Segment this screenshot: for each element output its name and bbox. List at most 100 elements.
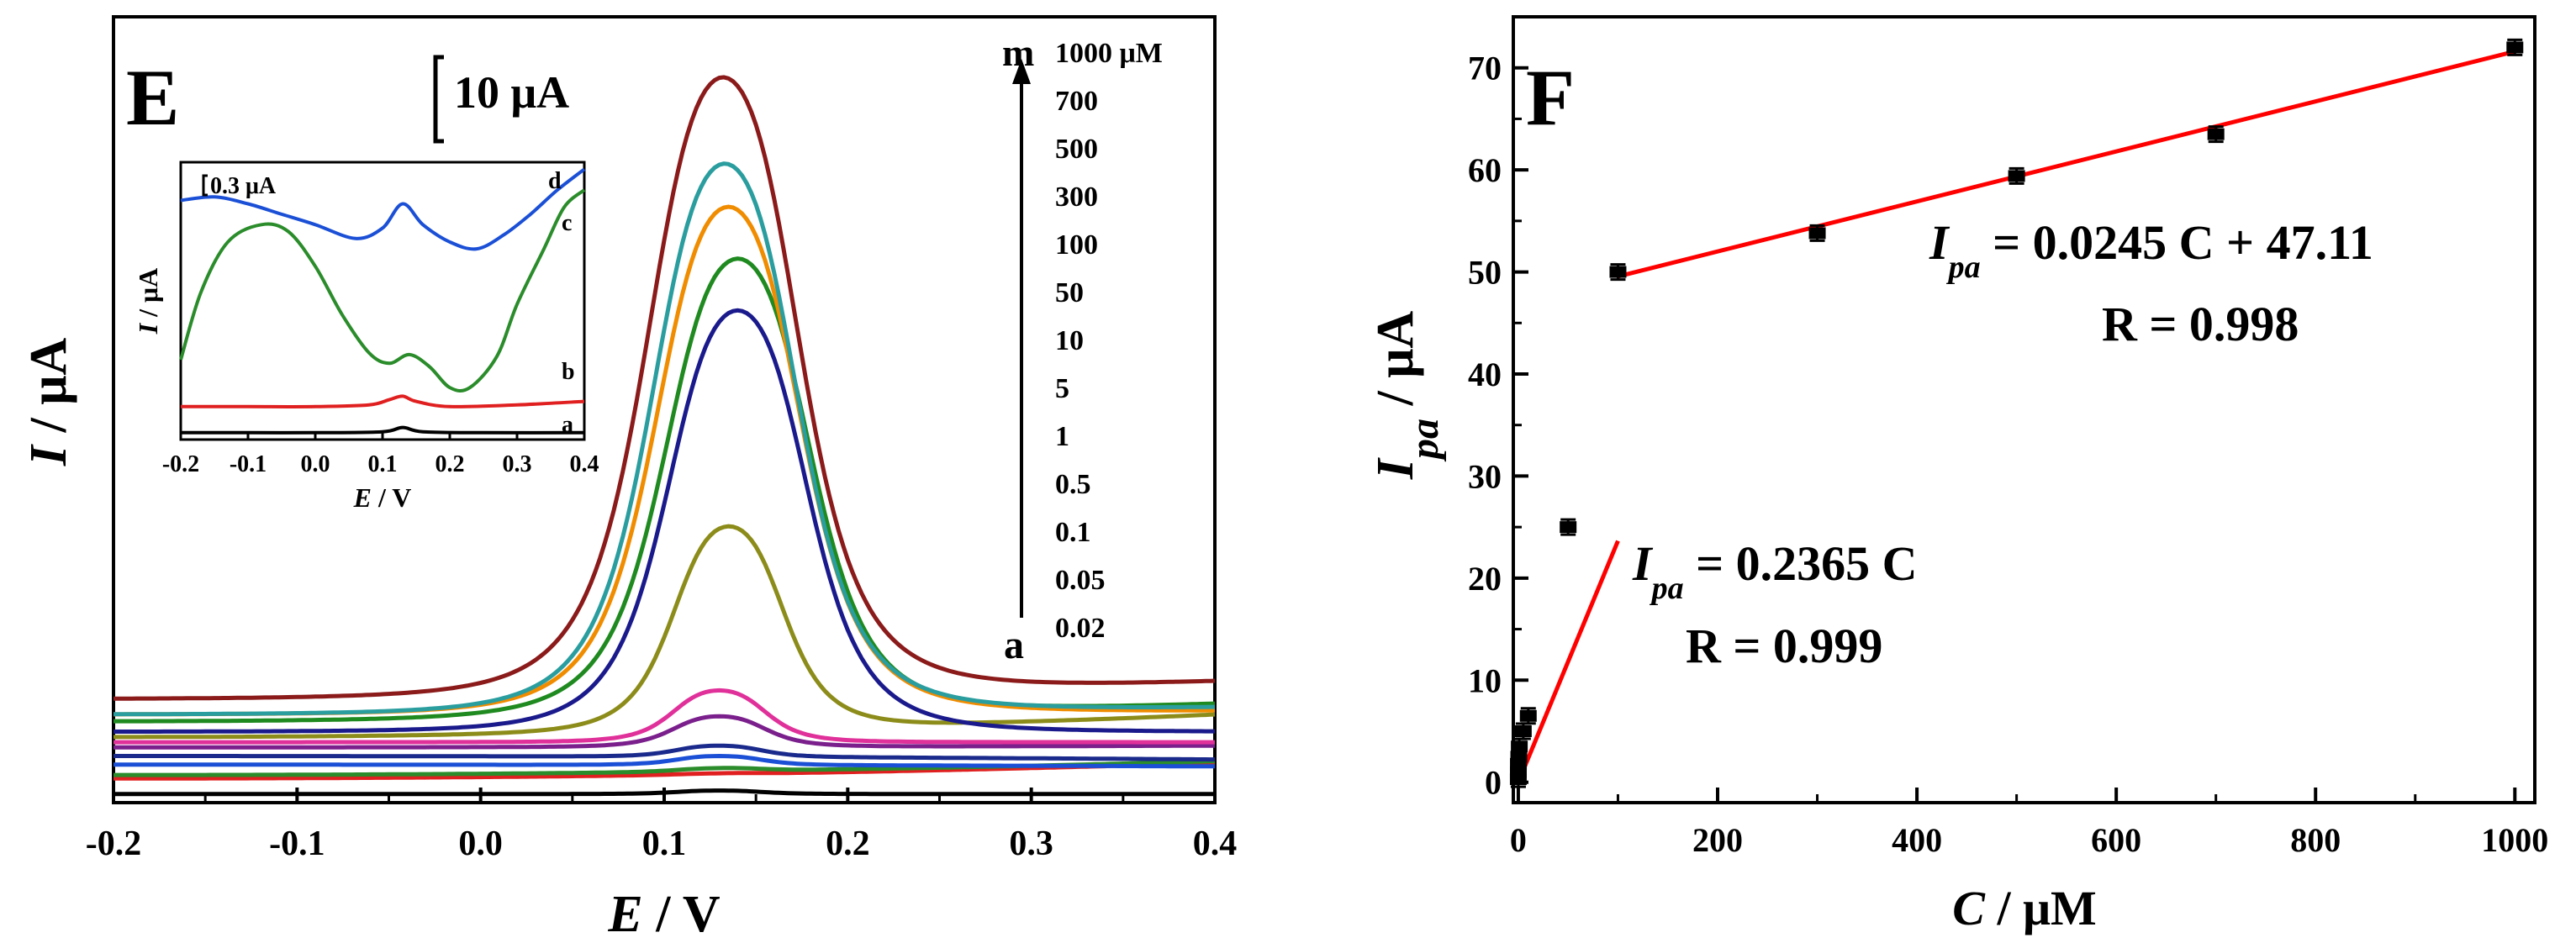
panel-e-scale-bar-label: 10 μA [454,67,569,118]
inset-label-c: c [562,210,572,236]
f-data-point [2506,38,2524,56]
inset-curve-b [181,394,585,408]
e-x-tick-label: 0.0 [458,824,503,863]
f-x-tick-label: 400 [1892,821,1942,859]
e-curve-e [113,743,1215,762]
fit-low-r: R = 0.999 [1686,619,1882,673]
f-data-point [1519,707,1537,725]
inset-x-tick-label: -0.1 [230,451,267,477]
inset-label-a: a [562,412,573,438]
f-y-tick-label: 50 [1468,254,1502,292]
fit-low-equation: Ipa = 0.2365 C [1632,536,1918,606]
inset-curve-d [180,167,586,251]
panel-e-curves [113,75,1216,797]
inset-x-tick-label: 0.3 [503,451,532,477]
inset-x-tick-label: -0.2 [162,451,199,477]
panel-f-ticks: 0 200 400 600 800 1000 0 10 20 30 40 50 60 70 [1468,50,2548,859]
e-concentration-label: 500 [1055,134,1098,165]
f-data-point [1514,722,1532,740]
panel-e-voltammogram: -0.2 -0.1 0.0 0.1 0.2 0.3 0.4 E 10 μA a m 1000… [20,15,1238,943]
e-concentration-label: 700 [1055,86,1098,117]
f-data-point [2207,125,2225,144]
e-concentration-label: 0.5 [1055,469,1091,500]
e-x-tick-label: 0.1 [642,824,687,863]
f-y-tick-label: 20 [1468,560,1502,598]
inset-label-d: d [548,168,562,194]
e-curve-i [113,308,1215,734]
panel-e-scale-bar [433,55,444,144]
panel-e-y-label: I / μA [20,338,77,467]
inset-x-label: E / V [353,482,412,513]
inset-x-ticks: -0.2 -0.1 0.0 0.1 0.2 0.3 0.4 [162,431,599,477]
panel-f-y-label: Ipa / μA [1367,311,1447,481]
inset-curves [179,167,586,435]
f-x-tick-label: 0 [1510,821,1527,859]
panel-f-calibration: 0 200 400 600 800 1000 0 10 20 30 40 50 60 70 F Ipa =… [1367,15,2548,935]
e-x-tick-label: -0.2 [86,824,142,863]
inset-x-tick-label: 0.2 [435,451,465,477]
e-concentration-label: 50 [1055,277,1084,308]
f-data-point [1609,263,1627,282]
f-x-tick-label: 1000 [2481,821,2548,859]
panel-e-arrow-head [1012,59,1031,84]
inset-x-tick-label: 0.0 [301,451,330,477]
inset-x-tick-label: 0.4 [570,451,599,477]
f-x-tick-label: 800 [2290,821,2341,859]
e-curve-f [113,714,1215,750]
panel-e-concentration-list: 1000 μM 700 500 300 100 50 10 5 1 0.5 0.1 0.05 0.02 [1055,38,1163,644]
e-concentration-label: 0.02 [1055,613,1106,644]
e-concentration-label: 1 [1055,421,1069,452]
inset-curve-labels: dc b a [548,168,575,438]
panel-e-arrow-start: a [1004,623,1024,667]
f-data-point [1511,737,1528,756]
inset-x-tick-label: 0.1 [368,451,398,477]
e-curve-b [113,761,1216,781]
e-concentration-label: 0.1 [1055,517,1091,548]
e-curve-g [113,687,1215,745]
inset-scale-bar [202,174,208,197]
panel-e-x-label: E / V [607,886,720,943]
f-data-point [2008,166,2025,185]
e-concentration-label: 5 [1055,373,1069,404]
panel-e-label: E [126,53,179,142]
e-x-tick-label: -0.1 [269,824,325,863]
f-y-tick-label: 40 [1468,356,1502,393]
panel-f-label: F [1526,53,1575,142]
f-x-tick-label: 600 [2091,821,2141,859]
panel-e-x-ticks: -0.2 -0.1 0.0 0.1 0.2 0.3 0.4 [86,788,1238,863]
e-concentration-label: 100 [1055,229,1098,261]
f-y-tick-label: 10 [1468,661,1502,699]
e-x-tick-label: 0.2 [826,824,870,863]
fit-line-low [1516,540,1620,783]
f-y-tick-label: 70 [1468,50,1502,87]
inset-scale-bar-label: 0.3 μA [210,173,277,199]
inset-label-b: b [562,359,575,385]
e-curve-m [113,75,1216,701]
e-concentration-label: 0.05 [1055,565,1106,596]
panel-f-x-label: C / μM [1952,881,2096,935]
fit-high-equation: Ipa = 0.0245 C + 47.11 [1929,215,2373,285]
panel-f-fit-lines [1516,49,2515,783]
inset-curve-a [181,425,585,435]
e-concentration-label: 10 [1055,325,1084,356]
f-data-point [1560,518,1577,536]
e-x-tick-label: 0.4 [1193,824,1238,863]
inset-frame [179,161,586,441]
e-concentration-label: 1000 μM [1055,38,1163,69]
panel-f-plot-frame [1512,15,2536,804]
e-curve-l [113,161,1215,717]
fit-high-r: R = 0.998 [2102,297,2299,351]
panel-e-inset: -0.2 -0.1 0.0 0.1 0.2 0.3 0.4 0.3 μA dc b a E / … [133,161,599,513]
e-curve-d [113,753,1215,769]
f-x-tick-label: 200 [1692,821,1743,859]
inset-y-label: I / μA [133,268,163,335]
e-concentration-label: 300 [1055,182,1098,213]
e-x-tick-label: 0.3 [1009,824,1053,863]
f-y-tick-label: 60 [1468,151,1502,189]
e-curve-h [113,524,1216,740]
fit-line-high [1617,49,2515,279]
f-data-point [1808,224,1826,242]
inset-curve-c [179,188,586,392]
f-y-tick-label: 30 [1468,457,1502,495]
